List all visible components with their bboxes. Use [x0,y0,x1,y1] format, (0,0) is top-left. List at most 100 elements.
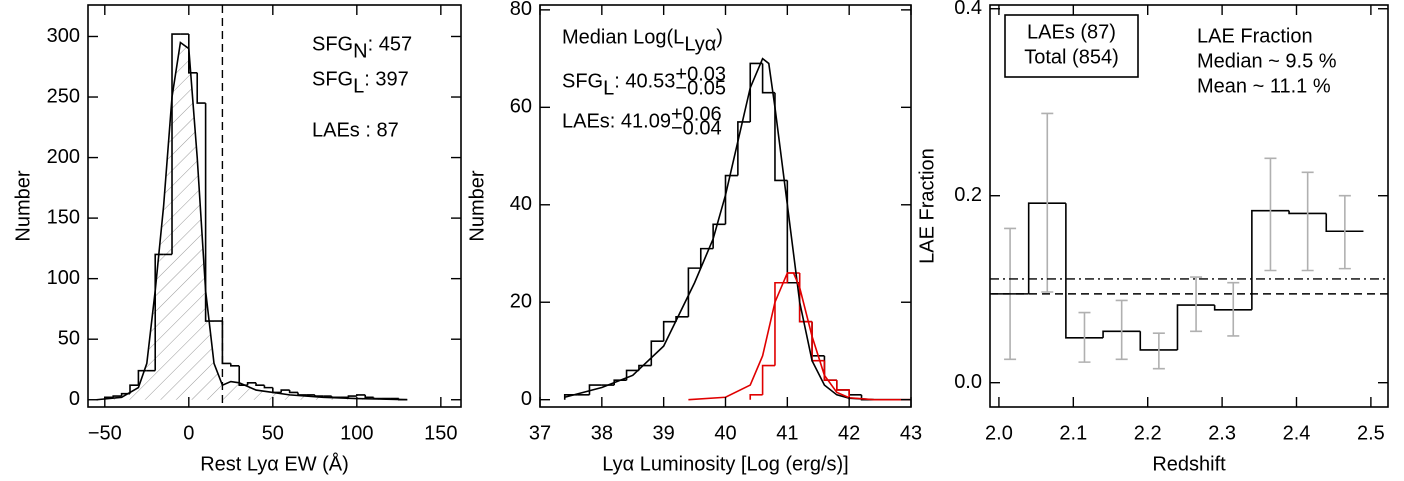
y-tick-label: 40 [510,193,532,215]
histogram-bin [347,395,357,398]
histogram-bin [1251,209,1290,310]
y-tick-label: 250 [47,85,80,107]
histogram-bin [662,320,677,342]
histogram-bin [1213,305,1252,311]
error-bar [1078,311,1091,363]
x-tick-label: 37 [529,422,551,444]
histogram-bin [836,380,850,391]
histogram-bin [230,363,240,367]
x-tick-label: 0 [183,422,194,444]
annotation: +0.03 [675,63,726,85]
histogram-bin [811,321,825,357]
x-tick-label: 42 [838,422,860,444]
y-axis-label: LAE Fraction [916,148,938,264]
x-axis-label: Lyα Luminosity [Log (erg/s)] [602,453,848,475]
y-axis-label: Number [12,170,34,241]
histogram-bin [1325,213,1364,233]
y-tick-label: 50 [58,327,80,349]
y-tick-label: 200 [47,146,80,168]
histogram-bin [761,63,775,94]
histogram-bin [112,395,122,398]
histogram-bin [749,394,763,400]
y-tick-label: 60 [510,96,532,118]
legend-box [1004,14,1139,78]
histogram-bin [196,72,206,104]
x-tick-label: 2.3 [1208,422,1236,444]
histogram-bin [221,321,231,365]
annotation: SFG [312,33,353,55]
histogram-bin [280,389,290,393]
annotation: Mean ~ 11.1 % [1197,75,1331,97]
x-axis-label: Rest Lyα EW (Å) [200,452,349,475]
x-tick-label: 2.1 [1059,422,1087,444]
histogram-bin [171,33,181,255]
histogram-bin [1176,304,1215,350]
y-tick-label: 20 [510,291,532,313]
histogram-bin [1065,203,1104,339]
y-tick-label: 80 [510,0,532,20]
histogram-bin [356,394,366,397]
error-bar [1301,171,1314,272]
histogram-bin [238,365,248,387]
plot-frame [87,4,462,408]
histogram-bin [737,121,751,176]
annotation: LAEs: 41.09 [562,110,671,132]
histogram-bin [129,384,139,394]
plot-area [990,112,1388,370]
histogram-bin [1102,330,1141,338]
annotation: LAE Fraction [1197,25,1313,47]
histogram-bin [774,92,788,182]
histogram-bin [786,180,800,284]
error-bar [1264,157,1277,272]
error-bar [1152,332,1165,370]
annotation: +0.06 [671,103,722,125]
x-tick-label: 41 [776,422,798,444]
error-bar [1338,194,1351,270]
y-tick-label: 0.2 [954,184,982,206]
panel: 37 38 39 40 41 42 43 0 20 40 60 80 Lyα Luminosity [L… [466,0,922,475]
annotation: ) [716,26,723,48]
annotation: N [353,40,367,62]
error-bar [1190,276,1203,333]
y-tick-label: 0 [521,388,532,410]
fit-curve [688,272,911,401]
x-tick-label: 2.0 [985,422,1013,444]
fit-curve [96,41,408,401]
fit-curve [564,57,911,401]
panel: 2.0 2.1 2.2 2.3 2.4 2.5 0.0 0.2 0.4 Redshift LAE F… [916,0,1389,475]
x-tick-label: −50 [88,422,122,444]
legend-text: Total (854) [1024,46,1119,68]
histogram-bin [823,360,837,381]
histogram-bin [188,34,198,74]
histogram-bin [364,394,374,399]
x-tick-label: 2.5 [1357,422,1385,444]
x-tick-label: 2.2 [1134,422,1162,444]
histogram-bin [297,392,307,396]
annotation: −0.04 [671,117,722,139]
histogram-bin [836,380,850,400]
y-tick-label: 150 [47,206,80,228]
histogram-bin [798,282,813,323]
histogram-bin [774,281,788,366]
x-tick-label: 50 [262,422,284,444]
histogram-bin [263,385,273,389]
annotation: L [603,77,614,99]
panel: −50 0 50 100 150 0 50 100 150 200 250 300 Rest Lyα E… [12,4,462,475]
y-tick-label: 0 [69,388,80,410]
histogram-bin [687,267,701,317]
x-tick-label: 2.4 [1283,422,1311,444]
annotation: L [353,75,364,97]
plot-area [563,57,911,401]
histogram-bin [761,364,775,395]
histogram-bin [272,387,282,394]
annotation: SFG [312,68,353,90]
hatched-area [96,42,408,400]
error-bar [1041,112,1054,293]
y-tick-label: 300 [47,25,80,47]
histogram-bin [154,253,164,371]
annotation: Median ~ 9.5 % [1197,50,1337,72]
x-axis-label: Redshift [1152,453,1226,475]
histogram-bin [246,381,257,386]
histogram-bin [255,382,265,387]
